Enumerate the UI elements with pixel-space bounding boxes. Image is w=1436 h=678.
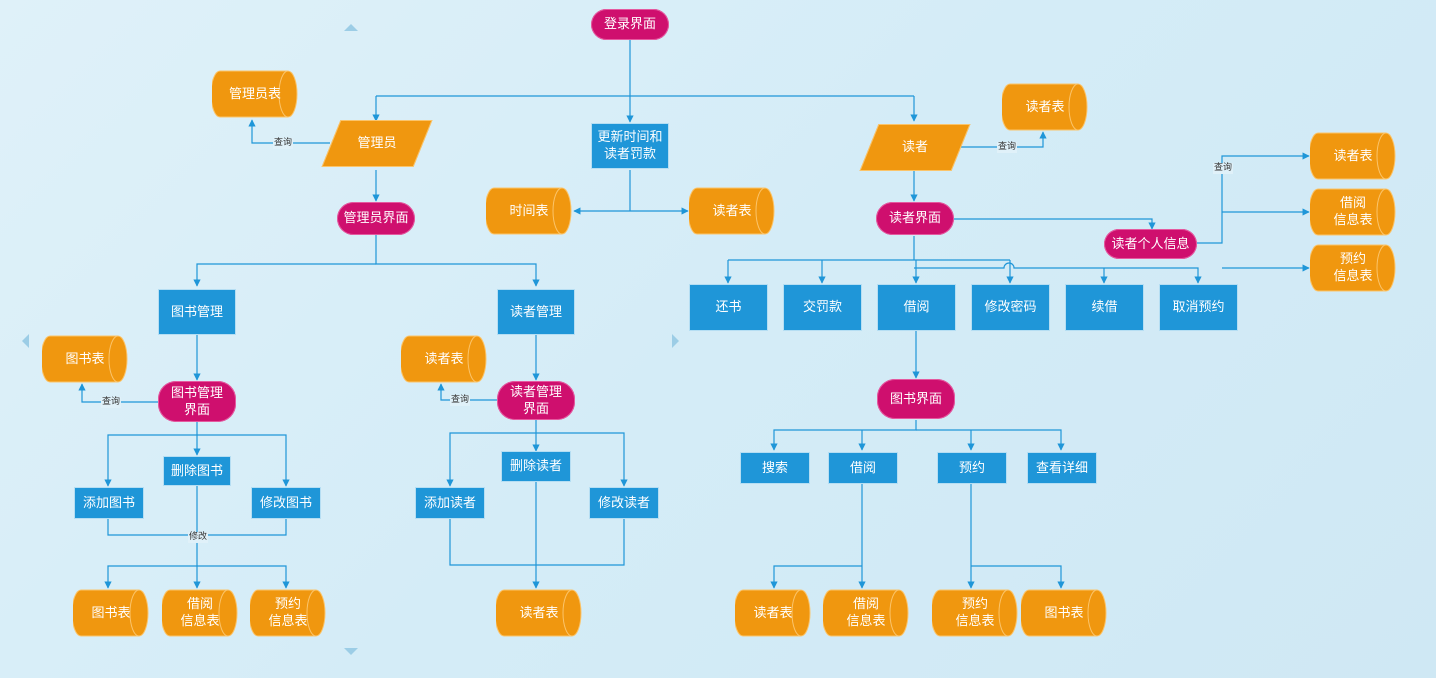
edge-label-query: 查询: [101, 397, 122, 408]
mod-book-node[interactable]: 修改图书: [251, 487, 321, 519]
return-book-node[interactable]: 还书: [689, 284, 768, 331]
ri-borrow-table-store[interactable]: 借阅 信息表: [1310, 188, 1396, 236]
bm-book-table-store[interactable]: 图书表: [73, 589, 149, 637]
search-node[interactable]: 搜索: [740, 452, 810, 484]
book-mgmt-ui-node[interactable]: 图书管理 界面: [158, 381, 236, 422]
borrow2-node[interactable]: 借阅: [828, 452, 898, 484]
borrow-node[interactable]: 借阅: [877, 284, 956, 331]
b-reserve-table-store[interactable]: 预约 信息表: [932, 589, 1018, 637]
bm-borrow-table-store[interactable]: 借阅 信息表: [162, 589, 238, 637]
reader-node[interactable]: 读者: [859, 124, 971, 171]
renew-node[interactable]: 续借: [1065, 284, 1144, 331]
del-reader-node[interactable]: 删除读者: [501, 451, 571, 482]
ri-reserve-table-store[interactable]: 预约 信息表: [1310, 244, 1396, 292]
change-pwd-node[interactable]: 修改密码: [971, 284, 1050, 331]
scroll-left-icon[interactable]: [22, 334, 29, 348]
login-node[interactable]: 登录界面: [591, 9, 669, 40]
reader-table-2-store[interactable]: 读者表: [401, 335, 487, 383]
admin-ui-node[interactable]: 管理员界面: [337, 202, 415, 235]
reader-mgmt-node[interactable]: 读者管理: [497, 289, 575, 335]
update-node[interactable]: 更新时间和 读者罚款: [591, 123, 669, 169]
edge-label-query: 查询: [273, 138, 294, 149]
ri-reader-table-store[interactable]: 读者表: [1310, 132, 1396, 180]
b-book-table-store[interactable]: 图书表: [1021, 589, 1107, 637]
scroll-down-icon[interactable]: [344, 648, 358, 655]
book-ui-node[interactable]: 图书界面: [877, 379, 955, 419]
edge-label-modify: 修改: [188, 532, 209, 543]
del-book-node[interactable]: 删除图书: [163, 456, 231, 486]
edge-label-query: 查询: [450, 395, 471, 406]
mod-reader-node[interactable]: 修改读者: [589, 487, 659, 519]
cancel-reserve-node[interactable]: 取消预约: [1159, 284, 1238, 331]
scroll-right-icon[interactable]: [672, 334, 679, 348]
reader-info-node[interactable]: 读者个人信息: [1104, 229, 1197, 259]
add-reader-node[interactable]: 添加读者: [415, 487, 485, 519]
reader-ui-node[interactable]: 读者界面: [876, 202, 954, 235]
scroll-up-icon[interactable]: [344, 24, 358, 31]
bm-reserve-table-store[interactable]: 预约 信息表: [250, 589, 326, 637]
b-borrow-table-store[interactable]: 借阅 信息表: [823, 589, 909, 637]
rm-reader-table-store[interactable]: 读者表: [496, 589, 582, 637]
reader-table-top-store[interactable]: 读者表: [1002, 83, 1088, 131]
time-table-store[interactable]: 时间表: [486, 187, 572, 235]
admin-node[interactable]: 管理员: [321, 120, 433, 167]
reader-table-mid-store[interactable]: 读者表: [689, 187, 775, 235]
reader-mgmt-ui-node[interactable]: 读者管理 界面: [497, 381, 575, 420]
reserve-node[interactable]: 预约: [937, 452, 1007, 484]
admin-table-store[interactable]: 管理员表: [212, 70, 298, 118]
add-book-node[interactable]: 添加图书: [74, 487, 144, 519]
view-detail-node[interactable]: 查看详细: [1027, 452, 1097, 484]
book-table-1-store[interactable]: 图书表: [42, 335, 128, 383]
book-mgmt-node[interactable]: 图书管理: [158, 289, 236, 335]
edge-label-query: 查询: [997, 142, 1018, 153]
edge-label-query: 查询: [1213, 163, 1234, 174]
pay-fine-node[interactable]: 交罚款: [783, 284, 862, 331]
b-reader-table-store[interactable]: 读者表: [735, 589, 811, 637]
